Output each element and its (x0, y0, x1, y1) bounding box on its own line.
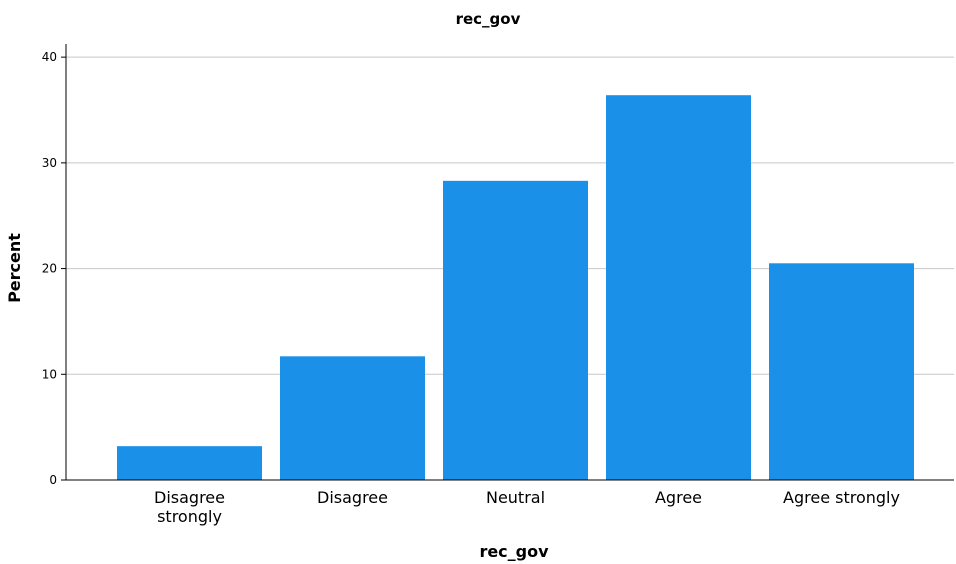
bars (117, 95, 914, 481)
category-label-line: Disagree (317, 488, 388, 507)
y-tick-label: 20 (42, 262, 57, 276)
x-axis-title: rec_gov (479, 542, 549, 561)
y-tick-label: 40 (42, 50, 57, 64)
bar (769, 263, 914, 480)
category-label-line: strongly (157, 507, 222, 526)
bar (443, 180, 588, 481)
category-label: Disagree strongly (154, 488, 225, 526)
category-label: Neutral (486, 488, 545, 507)
category-label: Agree strongly (783, 488, 900, 507)
y-axis-title: Percent (5, 233, 24, 303)
axes (65, 44, 954, 481)
y-tick-labels: 0 10 20 30 40 (42, 50, 66, 487)
y-tick-label: 30 (42, 156, 57, 170)
category-label-line: Disagree (154, 488, 225, 507)
category-label: Agree (655, 488, 702, 507)
bar (606, 95, 751, 480)
category-label-line: Neutral (486, 488, 545, 507)
category-label-line: Agree (655, 488, 702, 507)
y-tick-label: 10 (42, 367, 57, 381)
y-tick-label: 0 (49, 473, 57, 487)
chart-title: rec_gov (456, 10, 521, 28)
category-label-line: Agree strongly (783, 488, 900, 507)
bar (117, 446, 262, 480)
category-label: Disagree (317, 488, 388, 507)
bar (280, 356, 425, 480)
